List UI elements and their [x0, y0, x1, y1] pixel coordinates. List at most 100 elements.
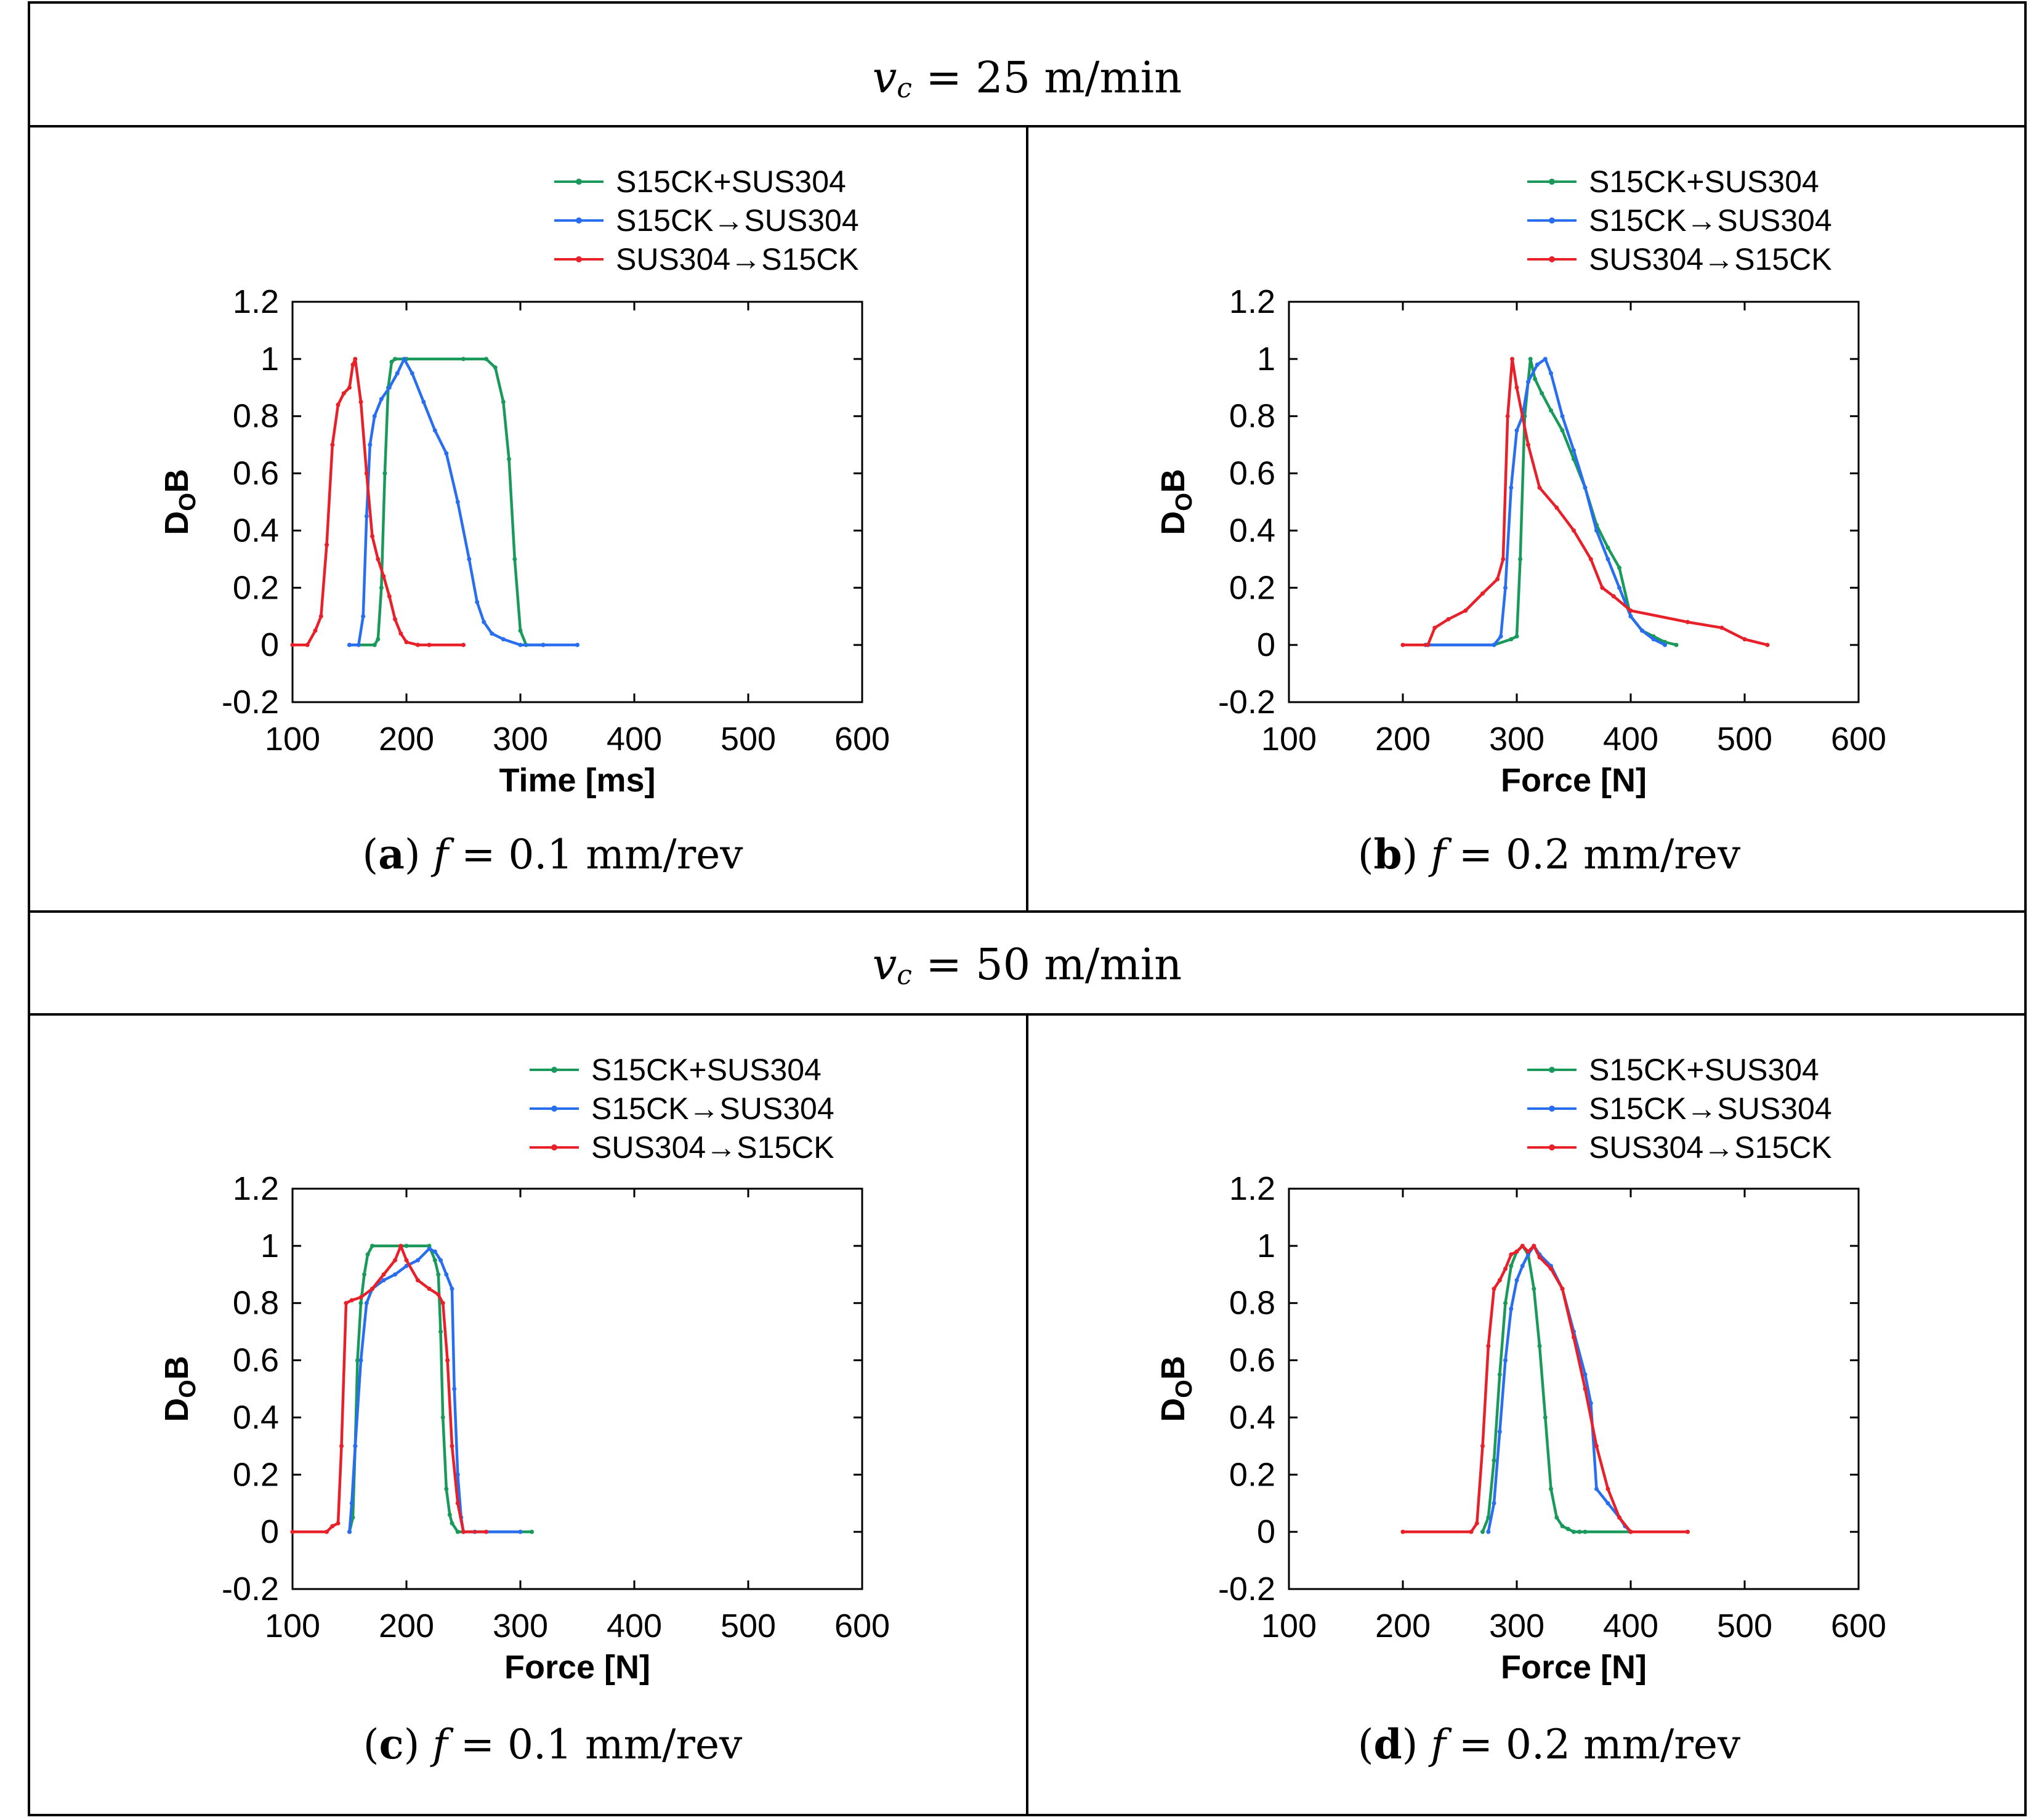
- data-point: [440, 1301, 445, 1306]
- panel-caption: (c) f = 0.1 mm/rev: [363, 1720, 743, 1768]
- data-point: [1532, 1287, 1536, 1291]
- data-point: [361, 614, 366, 619]
- x-axis-label: Force [N]: [1501, 762, 1647, 799]
- y-tick-label: 0.8: [1229, 1285, 1275, 1322]
- data-point: [541, 642, 546, 647]
- data-point: [358, 1358, 363, 1363]
- data-point: [1588, 1401, 1593, 1405]
- data-point: [1520, 1244, 1525, 1248]
- y-tick-label: -0.2: [1218, 1571, 1275, 1608]
- data-point: [393, 357, 397, 362]
- legend-label: S15CK→SUS304: [1589, 1091, 1832, 1126]
- legend-marker: [1549, 217, 1555, 224]
- data-point: [1554, 505, 1559, 510]
- x-tick-label: 500: [721, 721, 776, 758]
- data-point: [358, 1295, 363, 1300]
- y-tick-label: -0.2: [222, 684, 279, 721]
- panel-caption: (a) f = 0.1 mm/rev: [362, 830, 743, 878]
- y-tick-label: 0: [1257, 626, 1275, 663]
- data-point: [387, 385, 392, 390]
- y-axis-label: DOB: [1155, 469, 1197, 535]
- x-axis-label: Time [ms]: [499, 762, 655, 799]
- data-point: [1594, 1487, 1599, 1491]
- data-point: [356, 642, 361, 647]
- data-point: [512, 557, 517, 562]
- y-tick-label: 1: [1257, 1227, 1275, 1264]
- legend-marker: [551, 1067, 557, 1073]
- y-axis-label: DOB: [158, 469, 201, 535]
- data-point: [1765, 642, 1770, 647]
- data-point: [349, 1298, 354, 1303]
- x-tick-label: 200: [379, 721, 434, 758]
- data-point: [467, 557, 472, 562]
- data-point: [398, 1244, 403, 1248]
- data-point: [344, 1301, 349, 1306]
- legend-marker: [551, 1106, 557, 1112]
- y-tick-label: 0.4: [1229, 1399, 1275, 1436]
- series-line: [1403, 357, 1768, 647]
- x-tick-label: 400: [1603, 1608, 1658, 1644]
- legend-marker: [1549, 1144, 1555, 1151]
- x-tick-label: 600: [834, 1608, 890, 1644]
- data-point: [461, 357, 466, 362]
- data-point: [1594, 528, 1599, 533]
- data-point: [1426, 642, 1431, 647]
- data-point: [1583, 1372, 1588, 1377]
- data-point: [404, 640, 409, 644]
- data-point: [461, 1529, 466, 1534]
- data-point: [1474, 1521, 1479, 1526]
- data-point: [1492, 1287, 1496, 1291]
- x-tick-label: 300: [1489, 721, 1544, 758]
- legend-label: SUS304→S15CK: [1589, 242, 1832, 277]
- chart-panel-a: 100 200 300 400 500 600 -0.2 0 0.2 0.4 0.6 0.8 1 1.2 T…: [158, 164, 890, 878]
- data-point: [336, 402, 341, 407]
- y-tick-label: 0.2: [1229, 569, 1275, 606]
- y-tick-label: 0.4: [1229, 512, 1275, 549]
- data-point: [290, 642, 295, 647]
- data-point: [330, 1524, 335, 1529]
- data-point: [305, 642, 310, 647]
- data-point: [1560, 1287, 1565, 1291]
- data-point: [1537, 1343, 1542, 1348]
- y-tick-label: 1: [1257, 341, 1275, 378]
- legend-marker: [576, 256, 582, 262]
- data-point: [1492, 1501, 1496, 1506]
- data-point: [518, 628, 523, 633]
- y-tick-label: 0.2: [233, 1456, 279, 1493]
- chart-panel-b: 100 200 300 400 500 600 -0.2 0 0.2 0.4 0.6 0.8 1 1.2 F…: [1155, 164, 1886, 878]
- data-point: [1497, 1372, 1502, 1377]
- data-point: [355, 1358, 360, 1363]
- data-point: [376, 637, 381, 642]
- y-axis-label: DOB: [1155, 1356, 1197, 1422]
- data-point: [1510, 357, 1515, 362]
- data-point: [347, 1529, 352, 1534]
- data-point: [1560, 1524, 1565, 1529]
- data-point: [484, 1529, 488, 1534]
- data-point: [455, 1472, 460, 1477]
- x-tick-label: 400: [607, 1608, 662, 1644]
- data-point: [1640, 628, 1644, 633]
- data-point: [1686, 620, 1690, 625]
- data-point: [387, 594, 392, 599]
- data-point: [1674, 642, 1679, 647]
- x-tick-label: 600: [1831, 721, 1886, 758]
- data-point: [450, 1287, 454, 1291]
- data-point: [1537, 1255, 1542, 1260]
- x-tick-label: 200: [379, 1608, 434, 1644]
- data-point: [1528, 357, 1533, 362]
- legend-label: S15CK+SUS304: [1589, 164, 1819, 199]
- data-point: [393, 1272, 397, 1277]
- data-point: [1583, 1386, 1588, 1391]
- data-point: [382, 471, 387, 476]
- x-tick-label: 500: [721, 1608, 776, 1644]
- data-point: [395, 371, 400, 376]
- chart-panel-d: 100 200 300 400 500 600 -0.2 0 0.2 0.4 0.6 0.8 1 1.2 F…: [1155, 1053, 1886, 1768]
- data-point: [1588, 557, 1593, 562]
- data-point: [438, 1258, 443, 1263]
- data-point: [318, 614, 323, 619]
- legend-label: S15CK→SUS304: [616, 203, 859, 238]
- data-point: [447, 1512, 452, 1517]
- data-point: [1537, 485, 1542, 490]
- data-point: [349, 1501, 354, 1506]
